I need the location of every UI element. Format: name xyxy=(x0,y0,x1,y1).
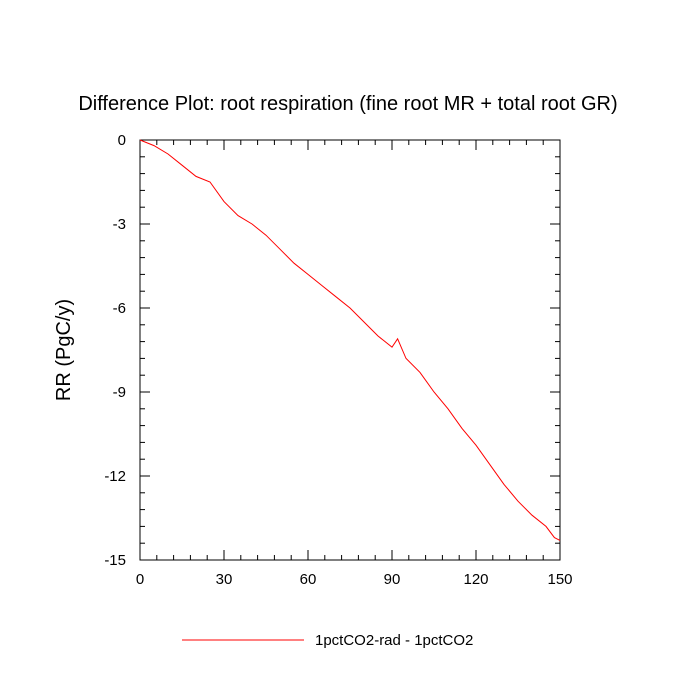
y-tick-label: -9 xyxy=(113,384,126,401)
legend: 1pctCO2-rad - 1pctCO2 xyxy=(182,632,473,649)
plot-frame xyxy=(139,139,561,561)
y-tick-label: -6 xyxy=(113,300,126,317)
y-axis-label: RR (PgC/y) xyxy=(53,299,75,401)
x-tick-label: 120 xyxy=(463,571,488,588)
x-tick-label: 30 xyxy=(216,571,233,588)
x-tick-label: 150 xyxy=(547,571,572,588)
y-tick-label: -3 xyxy=(113,216,126,233)
x-tick-label: 60 xyxy=(300,571,317,588)
y-tick-label: -15 xyxy=(104,552,126,569)
legend-label: 1pctCO2-rad - 1pctCO2 xyxy=(315,632,473,649)
series-layer xyxy=(139,139,561,541)
y-axis-label-group: RR (PgC/y) xyxy=(53,299,75,401)
chart-title: Difference Plot: root respiration (fine … xyxy=(78,93,617,115)
x-tick-label: 90 xyxy=(384,571,401,588)
y-tick-label: -12 xyxy=(104,468,126,485)
x-tick-label: 0 xyxy=(136,571,144,588)
y-tick-label: 0 xyxy=(118,132,126,149)
series-line xyxy=(139,139,561,541)
ticks-layer: 0 30 60 90 120 150 0 -3 -6 -9 -12 -15 xyxy=(104,132,572,588)
